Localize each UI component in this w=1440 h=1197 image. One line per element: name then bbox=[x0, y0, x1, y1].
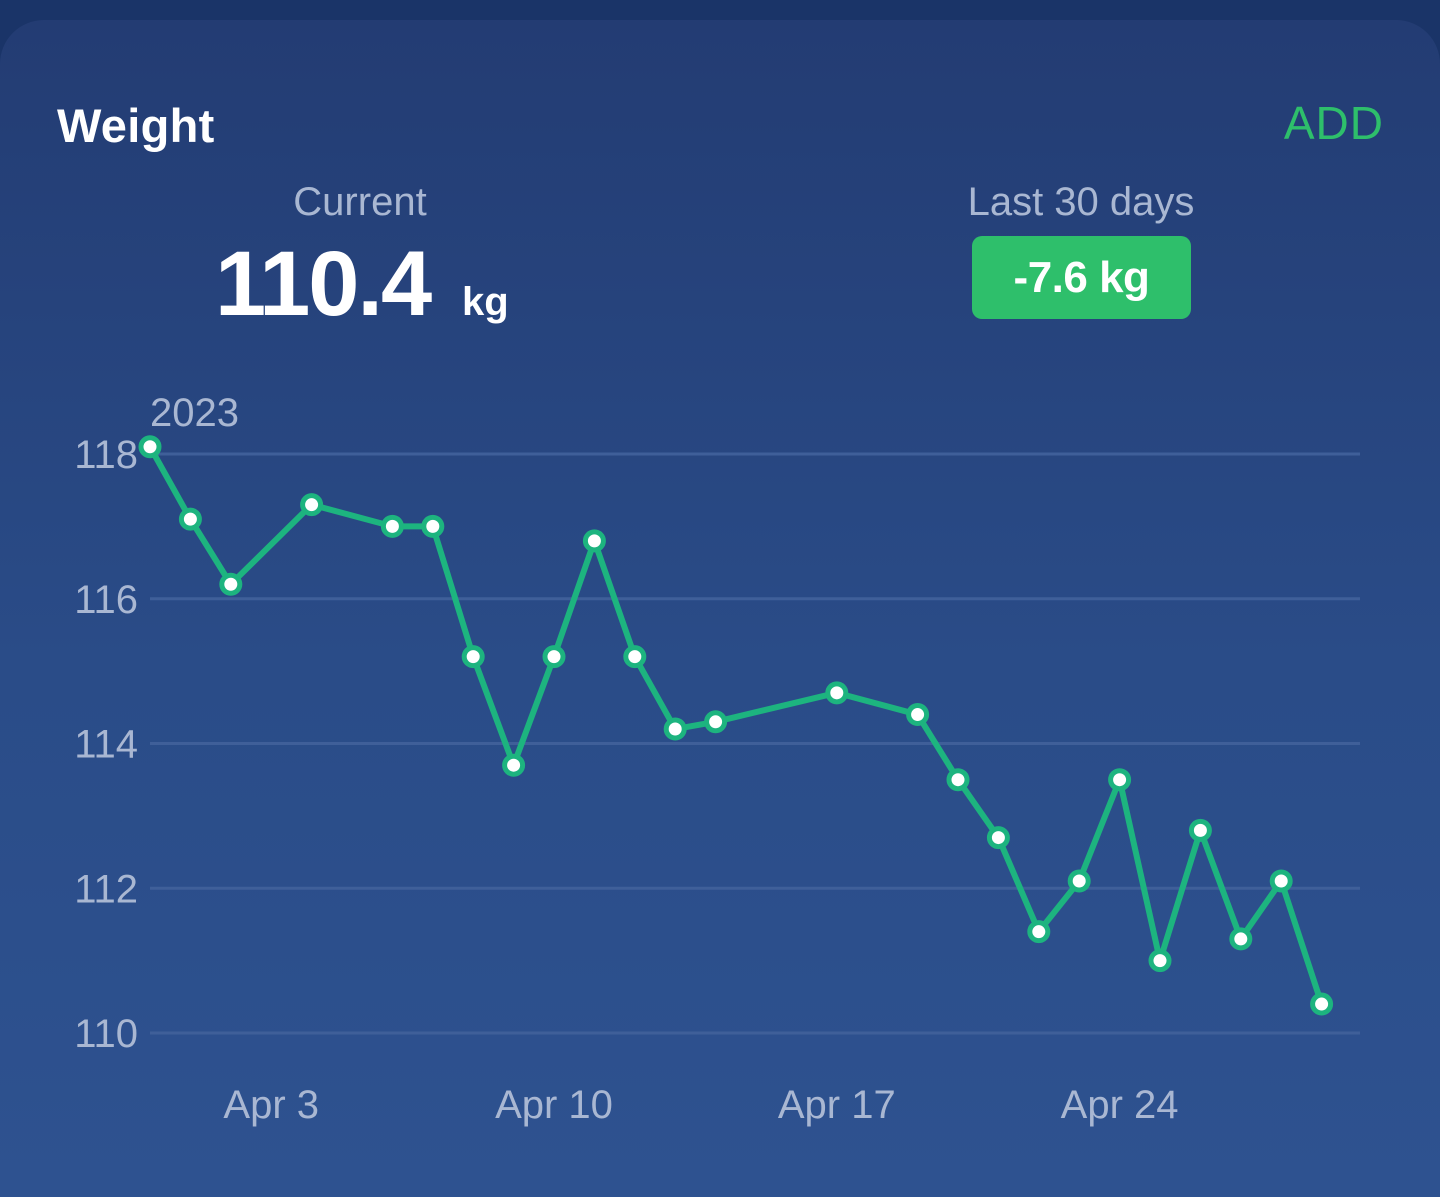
weight-series bbox=[138, 435, 1334, 1016]
data-point[interactable] bbox=[421, 514, 445, 538]
weight-card: Weight ADD bbox=[0, 20, 1440, 1197]
current-weight-value: 110.4 bbox=[215, 233, 432, 335]
data-point[interactable] bbox=[1188, 818, 1212, 842]
data-point[interactable] bbox=[623, 645, 647, 669]
data-point[interactable] bbox=[906, 703, 930, 727]
data-point[interactable] bbox=[986, 826, 1010, 850]
data-point[interactable] bbox=[542, 645, 566, 669]
data-point[interactable] bbox=[502, 753, 526, 777]
data-point[interactable] bbox=[1108, 768, 1132, 792]
data-point[interactable] bbox=[300, 493, 324, 517]
chart-gridlines bbox=[150, 452, 1360, 1035]
y-tick-label: 118 bbox=[74, 433, 138, 477]
data-point[interactable] bbox=[1027, 920, 1051, 944]
data-point[interactable] bbox=[582, 529, 606, 553]
data-point[interactable] bbox=[704, 710, 728, 734]
weight-change-badge: -7.6 kg bbox=[972, 236, 1191, 319]
data-point[interactable] bbox=[1310, 992, 1334, 1016]
data-point[interactable] bbox=[138, 435, 162, 459]
x-axis-tick-labels: Apr 3 Apr 10 Apr 17 Apr 24 bbox=[223, 1083, 1178, 1127]
x-tick-label: Apr 3 bbox=[223, 1083, 319, 1127]
y-tick-label: 112 bbox=[74, 867, 138, 911]
data-point[interactable] bbox=[663, 717, 687, 741]
y-axis-tick-labels: 118 116 114 112 110 bbox=[74, 433, 138, 1056]
data-point[interactable] bbox=[1067, 869, 1091, 893]
data-point[interactable] bbox=[1269, 869, 1293, 893]
current-label: Current bbox=[293, 180, 427, 224]
add-button[interactable]: ADD bbox=[1283, 97, 1384, 149]
card-title: Weight bbox=[57, 99, 215, 152]
data-point[interactable] bbox=[219, 572, 243, 596]
period-label: Last 30 days bbox=[967, 180, 1195, 224]
series-line bbox=[147, 445, 1325, 1005]
x-tick-label: Apr 10 bbox=[495, 1083, 613, 1127]
data-point[interactable] bbox=[461, 645, 485, 669]
data-point[interactable] bbox=[178, 507, 202, 531]
current-weight-unit: kg bbox=[462, 280, 509, 324]
year-label: 2023 bbox=[150, 391, 239, 435]
data-point[interactable] bbox=[946, 768, 970, 792]
y-tick-label: 116 bbox=[74, 578, 138, 622]
data-point[interactable] bbox=[1229, 927, 1253, 951]
data-point[interactable] bbox=[380, 514, 404, 538]
y-tick-label: 114 bbox=[74, 723, 138, 767]
data-point[interactable] bbox=[825, 681, 849, 705]
data-point[interactable] bbox=[1148, 949, 1172, 973]
y-tick-label: 110 bbox=[74, 1012, 138, 1056]
x-tick-label: Apr 24 bbox=[1061, 1083, 1179, 1127]
x-tick-label: Apr 17 bbox=[778, 1083, 896, 1127]
